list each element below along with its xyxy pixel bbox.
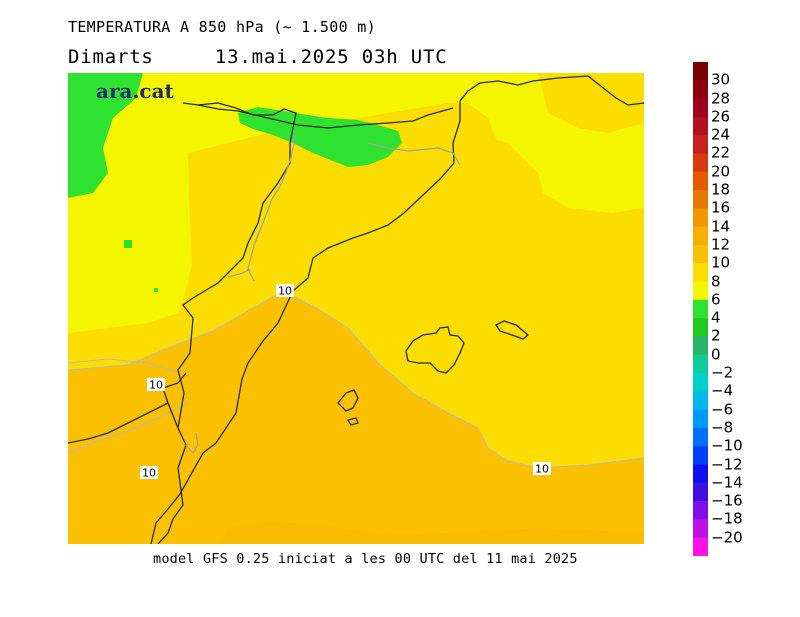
legend-label: 22 [711,143,731,162]
zone-8-10-ridge [188,103,498,283]
legend-swatch [693,519,708,539]
legend-swatch [693,135,708,154]
legend-swatch [693,482,708,502]
legend-label: −4 [711,381,734,400]
legend-label: 16 [711,198,731,217]
legend-label: 14 [711,217,731,236]
temperature-map: ara.cat 10 10 10 10 [68,73,644,544]
legend-label: 2 [711,326,721,345]
legend-swatch [693,281,708,301]
logo: ara.cat [96,79,175,103]
contour-label: 10 [276,284,294,298]
zone-above-10-inner [218,521,644,544]
legend-label: −18 [711,509,743,528]
legend-label: 30 [711,70,731,89]
zone-4-6-spot-b [154,288,158,292]
contour-label: 10 [140,466,158,480]
contour-10-south [68,402,189,454]
svg-text:10: 10 [278,285,292,298]
legend-label: 4 [711,308,721,327]
legend-label: 0 [711,345,721,364]
legend-label: 28 [711,89,731,108]
legend-swatch [693,336,708,356]
border-line [227,134,461,282]
zone-8-10-east-band [538,73,644,133]
contour-label: 10 [533,462,551,476]
legend-swatch [693,80,708,100]
legend-label: 18 [711,180,731,199]
coastline-north [197,104,454,129]
legend-label: −6 [711,400,734,419]
svg-text:10: 10 [535,463,549,476]
legend-label: −2 [711,363,734,382]
map-title: TEMPERATURA A 850 hPa (~ 1.500 m) [68,18,376,36]
island-menorca [495,320,530,340]
island-formentera [347,417,359,426]
legend-swatch [693,354,708,374]
legend-swatch [693,244,708,264]
legend-label: −8 [711,418,734,437]
svg-text:10: 10 [142,467,156,480]
legend-label: −10 [711,436,743,455]
legend-label: 12 [711,235,731,254]
legend-labels: 30 28 26 24 22 20 18 16 14 12 10 8 6 4 2 0 −2 −4 −6 −8 −10 −1… [711,62,771,556]
legend-swatch [693,263,708,283]
legend-label: 24 [711,125,731,144]
zone-4-6-pyrenees [238,107,402,167]
contour-10-main [68,290,644,469]
legend-swatch [693,464,708,484]
legend-label: −16 [711,491,743,510]
legend-swatch [693,409,708,429]
legend-swatch [693,190,708,209]
contour-10-west [68,358,181,374]
legend-label: −12 [711,455,743,474]
legend-label: −20 [711,528,743,547]
zone-4-6-west [68,73,143,198]
forecast-time: 13.mai.2025 03h UTC [214,46,448,68]
contour-label: 10 [147,378,165,392]
legend-swatch [693,318,708,337]
legend-label: −14 [711,473,743,492]
legend-swatch [693,391,708,411]
legend-label: 26 [711,107,731,126]
model-caption: model GFS 0.25 iniciat a les 00 UTC del … [153,551,578,567]
legend-swatch [693,98,708,118]
legend-swatch [693,373,708,392]
forecast-day: Dimarts [68,46,154,68]
map-datetime: Dimarts 13.mai.2025 03h UTC [68,46,447,68]
legend-swatch [693,501,708,520]
legend-swatch [693,427,708,447]
legend-swatch [693,153,708,173]
legend-label: 20 [711,162,731,181]
legend-color-scale [693,62,708,556]
island-ibiza [337,389,359,412]
legend-swatch [693,537,708,556]
island-mallorca [405,326,465,374]
legend-label: 8 [711,272,721,291]
legend-swatch [693,62,708,81]
legend-swatch [693,171,708,191]
legend-swatch [693,208,708,228]
legend-swatch [693,299,708,319]
legend-swatch [693,226,708,246]
coastline-iberia [150,75,644,544]
zone-4-6-spot-a [124,240,132,248]
svg-text:10: 10 [149,379,163,392]
legend-label: 6 [711,290,721,309]
border-line-south [185,432,199,455]
legend-label: 10 [711,253,731,272]
legend-swatch [693,446,708,466]
legend-swatch [693,116,708,136]
